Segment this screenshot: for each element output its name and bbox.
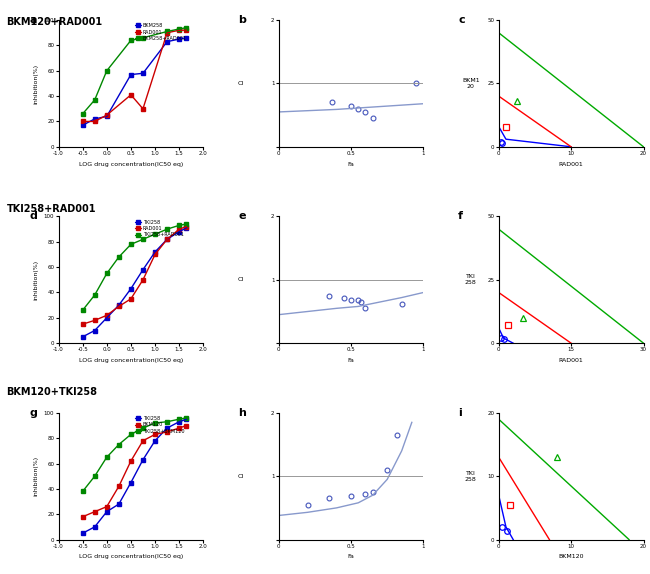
Text: f: f: [458, 211, 463, 222]
X-axis label: Fa: Fa: [348, 554, 354, 559]
Y-axis label: TKI
258: TKI 258: [465, 471, 476, 482]
Legend: TKI258, RAD001, TKI258+RAD001: TKI258, RAD001, TKI258+RAD001: [133, 218, 185, 239]
Y-axis label: inhibition(%): inhibition(%): [33, 63, 38, 103]
X-axis label: LOG drug concentration(IC50 eq): LOG drug concentration(IC50 eq): [79, 554, 183, 559]
X-axis label: LOG drug concentration(IC50 eq): LOG drug concentration(IC50 eq): [79, 358, 183, 363]
Y-axis label: inhibition(%): inhibition(%): [33, 260, 38, 300]
Text: CI: CI: [238, 277, 244, 282]
Text: BKM120+TKI258: BKM120+TKI258: [6, 387, 97, 397]
Text: CI: CI: [238, 81, 244, 86]
Text: d: d: [29, 211, 38, 222]
Text: e: e: [238, 211, 246, 222]
Text: TKI258+RAD001: TKI258+RAD001: [6, 204, 96, 214]
Text: c: c: [458, 15, 465, 25]
X-axis label: BKM120: BKM120: [558, 554, 584, 559]
Text: CI: CI: [238, 474, 244, 479]
X-axis label: RAD001: RAD001: [559, 161, 584, 166]
Legend: TKI258, BKM120, TKI258+BKM120: TKI258, BKM120, TKI258+BKM120: [133, 414, 186, 436]
X-axis label: LOG drug concentration(IC50 eq): LOG drug concentration(IC50 eq): [79, 161, 183, 166]
X-axis label: Fa: Fa: [348, 358, 354, 363]
Text: h: h: [238, 408, 246, 418]
Text: a: a: [29, 15, 37, 25]
Text: b: b: [238, 15, 246, 25]
Text: i: i: [458, 408, 462, 418]
Text: BKM120+RAD001: BKM120+RAD001: [6, 17, 103, 27]
Legend: BKM258, RAD001, BKM258+RAD001: BKM258, RAD001, BKM258+RAD001: [133, 21, 188, 43]
X-axis label: Fa: Fa: [348, 161, 354, 166]
X-axis label: RAD001: RAD001: [559, 358, 584, 363]
Y-axis label: inhibition(%): inhibition(%): [33, 456, 38, 497]
Y-axis label: TKI
258: TKI 258: [465, 274, 476, 285]
Y-axis label: BKM1
20: BKM1 20: [462, 78, 480, 89]
Text: g: g: [29, 408, 38, 418]
